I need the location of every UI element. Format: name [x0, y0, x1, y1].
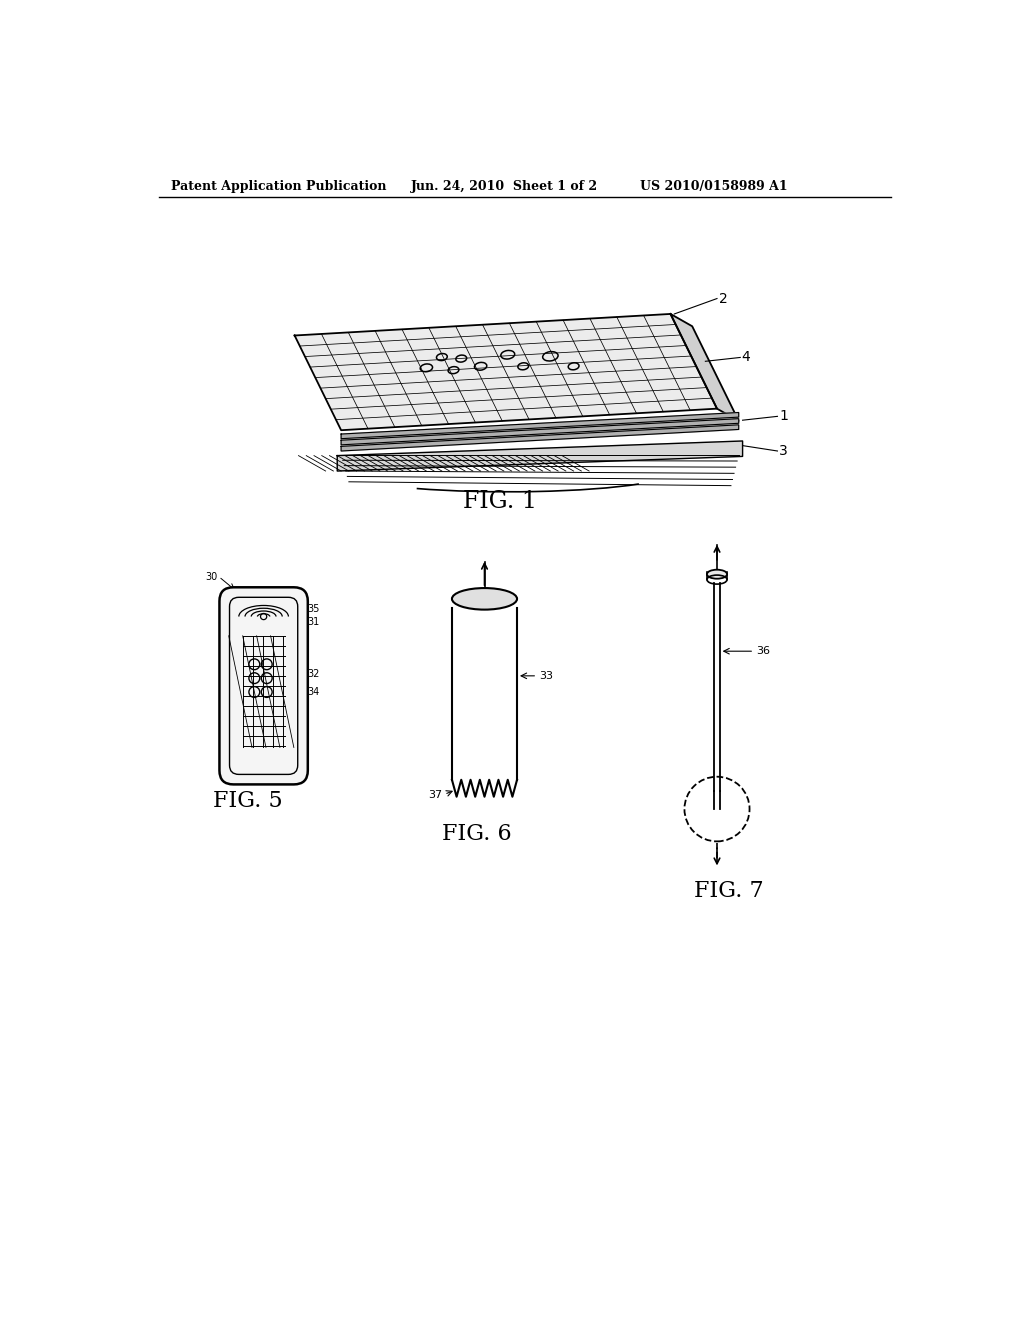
Text: 1: 1: [779, 409, 787, 424]
Text: 4: 4: [741, 350, 751, 364]
Polygon shape: [337, 441, 742, 471]
Text: 3: 3: [779, 444, 787, 458]
Text: 30: 30: [205, 572, 217, 582]
Polygon shape: [671, 314, 738, 421]
Text: FIG. 7: FIG. 7: [694, 880, 764, 903]
Text: FIG. 1: FIG. 1: [463, 490, 537, 512]
Text: FIG. 6: FIG. 6: [442, 822, 512, 845]
Text: 33: 33: [539, 671, 553, 681]
Text: 37: 37: [428, 791, 442, 800]
Text: US 2010/0158989 A1: US 2010/0158989 A1: [640, 181, 787, 194]
Text: Patent Application Publication: Patent Application Publication: [171, 181, 386, 194]
Text: 2: 2: [719, 292, 727, 305]
Ellipse shape: [707, 570, 727, 578]
Ellipse shape: [452, 589, 517, 610]
Text: 34: 34: [308, 686, 321, 697]
Polygon shape: [341, 425, 738, 451]
Text: 32: 32: [308, 669, 321, 680]
Text: FIG. 5: FIG. 5: [213, 791, 283, 812]
Polygon shape: [295, 314, 717, 430]
Text: 35: 35: [308, 603, 321, 614]
Text: 31: 31: [308, 616, 321, 627]
Polygon shape: [341, 412, 738, 438]
Text: Jun. 24, 2010  Sheet 1 of 2: Jun. 24, 2010 Sheet 1 of 2: [411, 181, 598, 194]
Polygon shape: [341, 418, 738, 445]
Text: 36: 36: [756, 647, 770, 656]
FancyBboxPatch shape: [219, 587, 308, 784]
